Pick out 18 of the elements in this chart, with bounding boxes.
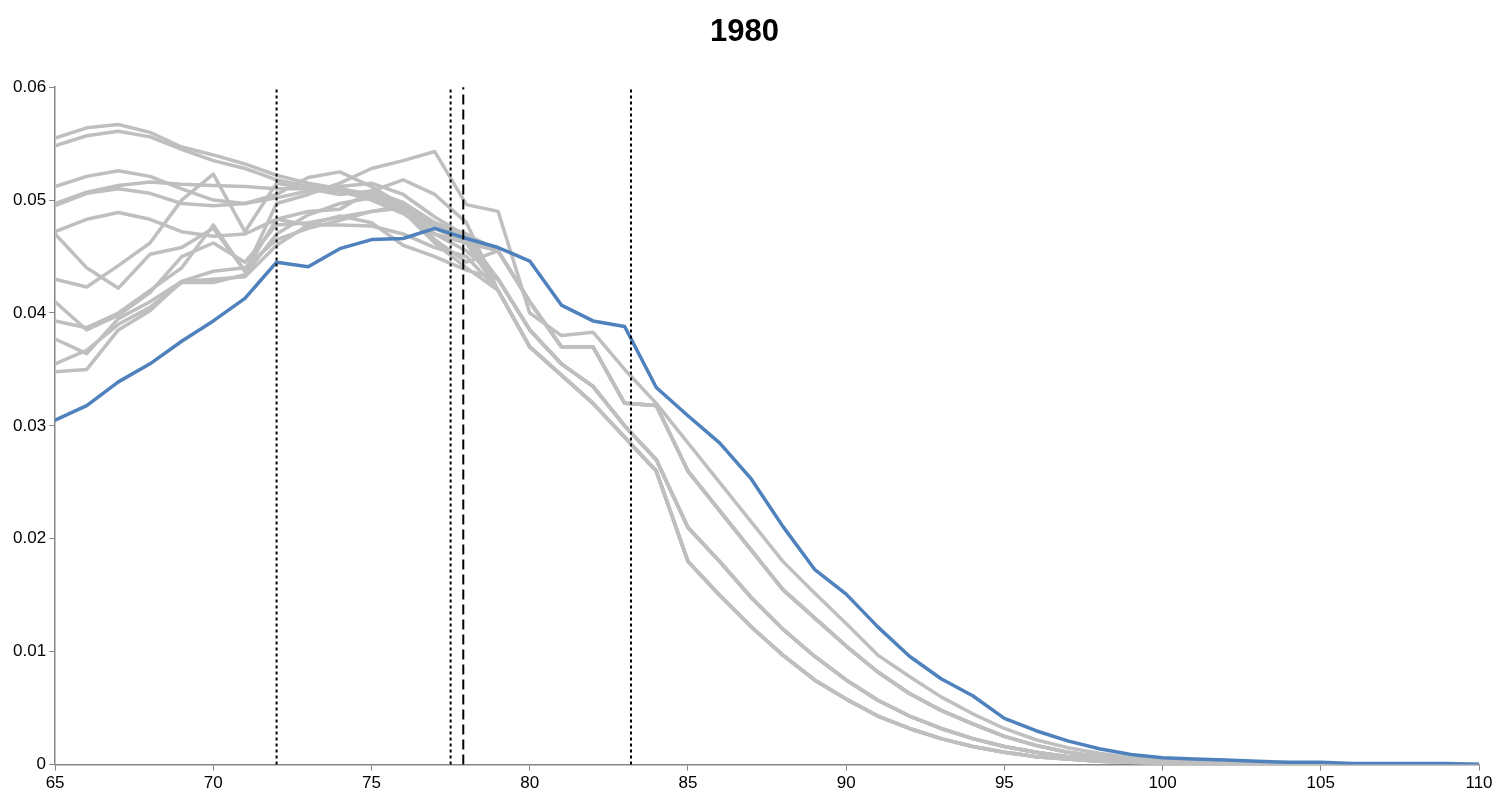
x-tick-label: 80 bbox=[520, 773, 540, 793]
y-tick-label: 0.06 bbox=[12, 76, 47, 96]
y-tick-label: 0.05 bbox=[12, 189, 47, 209]
x-tick-label: 75 bbox=[362, 773, 381, 793]
y-tick-label: 0 bbox=[36, 754, 47, 774]
y-tick-label: 0.01 bbox=[12, 641, 47, 661]
x-tick-label: 70 bbox=[203, 773, 223, 793]
y-tick-label: 0.03 bbox=[12, 415, 47, 435]
x-tick-label: 65 bbox=[45, 773, 65, 793]
chart-title: 1980 bbox=[710, 13, 779, 49]
x-tick-label: 105 bbox=[1306, 773, 1335, 793]
x-tick-label: 95 bbox=[994, 773, 1014, 793]
x-tick-label: 90 bbox=[836, 773, 856, 793]
y-tick-label: 0.04 bbox=[12, 302, 47, 322]
x-tick-label: 85 bbox=[678, 773, 698, 793]
x-tick-label: 100 bbox=[1148, 773, 1177, 793]
x-tick-label: 110 bbox=[1465, 773, 1493, 793]
y-tick-label: 0.02 bbox=[12, 528, 47, 548]
